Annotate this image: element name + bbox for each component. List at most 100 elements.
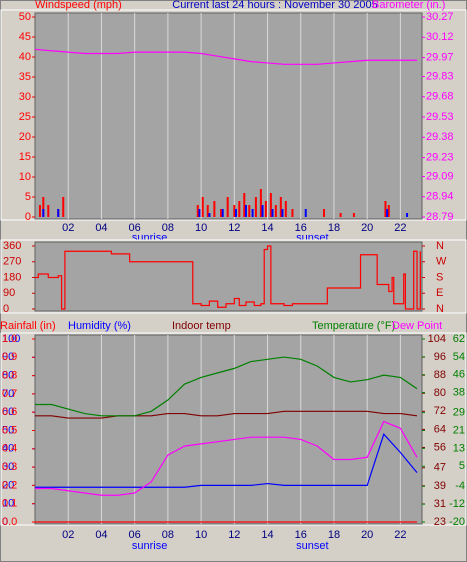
- x-tick-label: 20: [361, 529, 373, 541]
- y-tick-label: -4: [455, 480, 465, 492]
- bar: [261, 205, 264, 217]
- y-tick-label: 80: [2, 370, 14, 382]
- y-tick-label: 104: [428, 333, 446, 345]
- x-tick-label: 06: [129, 529, 141, 541]
- y-tick-label: 0.0: [2, 516, 17, 528]
- bar: [238, 201, 241, 217]
- y-tick-label: 29.23: [426, 151, 454, 163]
- bar: [269, 193, 272, 217]
- y-tick-label: 30.12: [426, 31, 454, 43]
- y-tick-label: 39: [434, 480, 446, 492]
- y-tick-label: 21: [453, 424, 465, 436]
- y-tick-label: -20: [449, 516, 465, 528]
- y-tick-label: 270: [3, 256, 21, 268]
- plot-area: [34, 241, 423, 312]
- bar: [206, 205, 209, 217]
- series-line: [34, 48, 418, 65]
- y-tick-label: 46: [453, 369, 465, 381]
- legend-label: Rainfall (in): [0, 320, 56, 332]
- y-tick-label: 90: [2, 351, 14, 363]
- chart-title: Current last 24 hours : November 30 2005: [172, 0, 377, 11]
- y-tick-label: 0.3: [2, 461, 17, 473]
- y-tick-label: 38: [453, 386, 465, 398]
- y-tick-label: 20: [2, 479, 14, 491]
- y-axis-label: Windspeed (mph): [35, 0, 122, 11]
- y-tick-label: 100: [2, 333, 20, 345]
- y-tick-label: 40: [19, 51, 31, 63]
- y-tick-label: 29.09: [426, 170, 454, 182]
- y-tick-label: -12: [449, 498, 465, 510]
- x-tick-label: 04: [95, 222, 107, 234]
- legend-label: Dew Point: [392, 320, 442, 332]
- y-tick-label: 56: [434, 441, 446, 453]
- y-tick-label: 47: [434, 462, 446, 474]
- legend-label: Indoor temp: [172, 320, 231, 332]
- y-tick-label: 30: [2, 461, 14, 473]
- y-tick-label: 29: [453, 407, 465, 419]
- x-tick-label: 16: [295, 222, 307, 234]
- y-tick-label: 90: [3, 287, 15, 299]
- y-tick-label: 60: [2, 406, 14, 418]
- bar: [284, 201, 287, 217]
- y-tick-label: W: [436, 256, 447, 268]
- x-tick-label: 08: [162, 222, 174, 234]
- y-tick-label: 28.94: [426, 191, 454, 203]
- x-tick-label: 18: [328, 222, 340, 234]
- y-tick-label: 20: [19, 131, 31, 143]
- y-tick-label: 35: [19, 71, 31, 83]
- series-line: [35, 245, 421, 310]
- bar: [233, 205, 236, 217]
- y-tick-label: 45: [19, 31, 31, 43]
- y-tick-label: 72: [434, 405, 446, 417]
- bar: [274, 205, 277, 217]
- y-tick-label: 0.6: [2, 406, 17, 418]
- annotation: sunset: [296, 540, 328, 552]
- legend-label: Humidity (%): [68, 320, 131, 332]
- legend-label: Temperature (°F): [312, 320, 395, 332]
- bar: [42, 197, 45, 217]
- y-tick-label: 0: [2, 516, 8, 528]
- x-tick-label: 14: [261, 222, 273, 234]
- x-tick-label: 08: [162, 529, 174, 541]
- y-tick-label: 0: [25, 211, 31, 223]
- y-tick-label: 5: [459, 460, 465, 472]
- x-tick-label: 16: [295, 529, 307, 541]
- bar: [208, 213, 211, 217]
- x-tick-label: 02: [62, 529, 74, 541]
- y-tick-label: 50: [19, 11, 31, 23]
- y-tick-label: 180: [3, 271, 21, 283]
- bar: [271, 209, 274, 217]
- y-tick-label: 88: [434, 369, 446, 381]
- x-tick-label: 10: [195, 222, 207, 234]
- y-tick-label: 0.8: [2, 370, 17, 382]
- y-tick-label: 30: [19, 91, 31, 103]
- bar: [279, 197, 282, 217]
- y-tick-label: 360: [3, 240, 21, 252]
- y-tick-label: 0.2: [2, 479, 17, 491]
- y-tick-label: 23: [434, 516, 446, 528]
- bar: [264, 201, 267, 217]
- bar: [42, 209, 45, 217]
- x-tick-label: 22: [394, 222, 406, 234]
- y-tick-label: 62: [453, 333, 465, 345]
- bar: [213, 201, 216, 217]
- bar: [386, 209, 389, 217]
- x-tick-label: 04: [95, 529, 107, 541]
- y-tick-label: 0: [3, 303, 9, 315]
- y-tick-label: 29.97: [426, 51, 454, 63]
- y-tick-label: 40: [2, 443, 14, 455]
- y-tick-label: 0.1: [2, 498, 17, 510]
- bar: [387, 205, 390, 217]
- y-tick-label: 25: [19, 111, 31, 123]
- y-tick-label: 29.53: [426, 111, 454, 123]
- y-tick-label: 29.83: [426, 70, 454, 82]
- x-tick-label: 18: [328, 529, 340, 541]
- y-tick-label: 0.4: [2, 443, 17, 455]
- y-tick-label: E: [436, 287, 443, 299]
- bar: [57, 209, 60, 217]
- bar: [304, 209, 307, 217]
- x-tick-label: 02: [62, 222, 74, 234]
- bar: [384, 201, 387, 217]
- bar: [291, 209, 294, 217]
